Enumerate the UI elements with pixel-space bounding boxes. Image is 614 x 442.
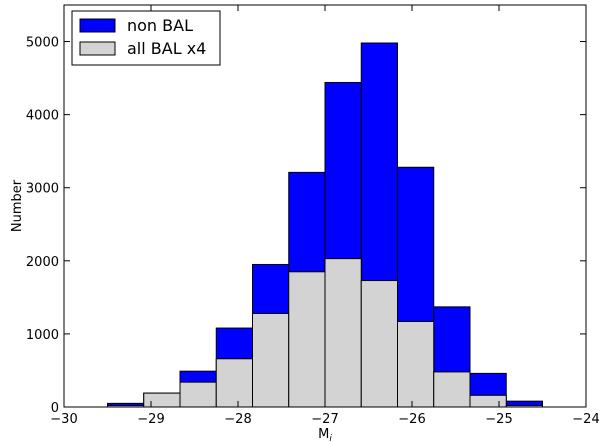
legend-label-all-bal: all BAL x4 [127, 39, 206, 58]
x-tick-label-1: −29 [137, 412, 164, 427]
legend-label-non-bal: non BAL [127, 16, 193, 35]
y-tick-label-0: 0 [51, 401, 59, 416]
x-tick-label-2: −28 [224, 412, 251, 427]
y-tick-label-1: 1000 [26, 328, 59, 343]
axis-ticks [63, 5, 587, 408]
legend: non BAL all BAL x4 [71, 10, 221, 66]
y-tick-label-2: 2000 [26, 255, 59, 270]
y-axis-label: Number [10, 179, 25, 232]
legend-swatch-non-bal [79, 18, 116, 33]
all-bal-bar-3 [215, 358, 253, 408]
bal-bars [107, 258, 543, 408]
all-bal-bar-7 [360, 280, 398, 408]
y-tick-label-5: 5000 [26, 36, 59, 51]
y-tick-label-4: 4000 [26, 109, 59, 124]
all-bal-bar-9 [433, 371, 471, 408]
all-bal-bar-1 [143, 392, 181, 408]
all-bal-bar-2 [179, 381, 217, 408]
all-bal-bar-6 [324, 258, 362, 408]
y-tick-label-3: 3000 [26, 182, 59, 197]
y-tick-labels: 0 1000 2000 3000 4000 5000 [26, 36, 59, 416]
x-tick-label-0: −30 [50, 412, 77, 427]
all-bal-bar-4 [252, 312, 290, 408]
x-tick-label-6: −24 [572, 412, 599, 427]
x-axis-label: Mi [318, 427, 332, 442]
legend-swatch-all-bal [79, 41, 116, 56]
all-bal-bar-5 [288, 271, 326, 408]
x-tick-labels: −30 −29 −28 −27 −26 −25 −24 [50, 412, 599, 427]
all-bal-bar-10 [469, 394, 507, 408]
x-tick-label-5: −25 [485, 412, 512, 427]
x-tick-label-4: −26 [398, 412, 425, 427]
x-tick-label-3: −27 [311, 412, 338, 427]
all-bal-bar-8 [397, 320, 435, 408]
